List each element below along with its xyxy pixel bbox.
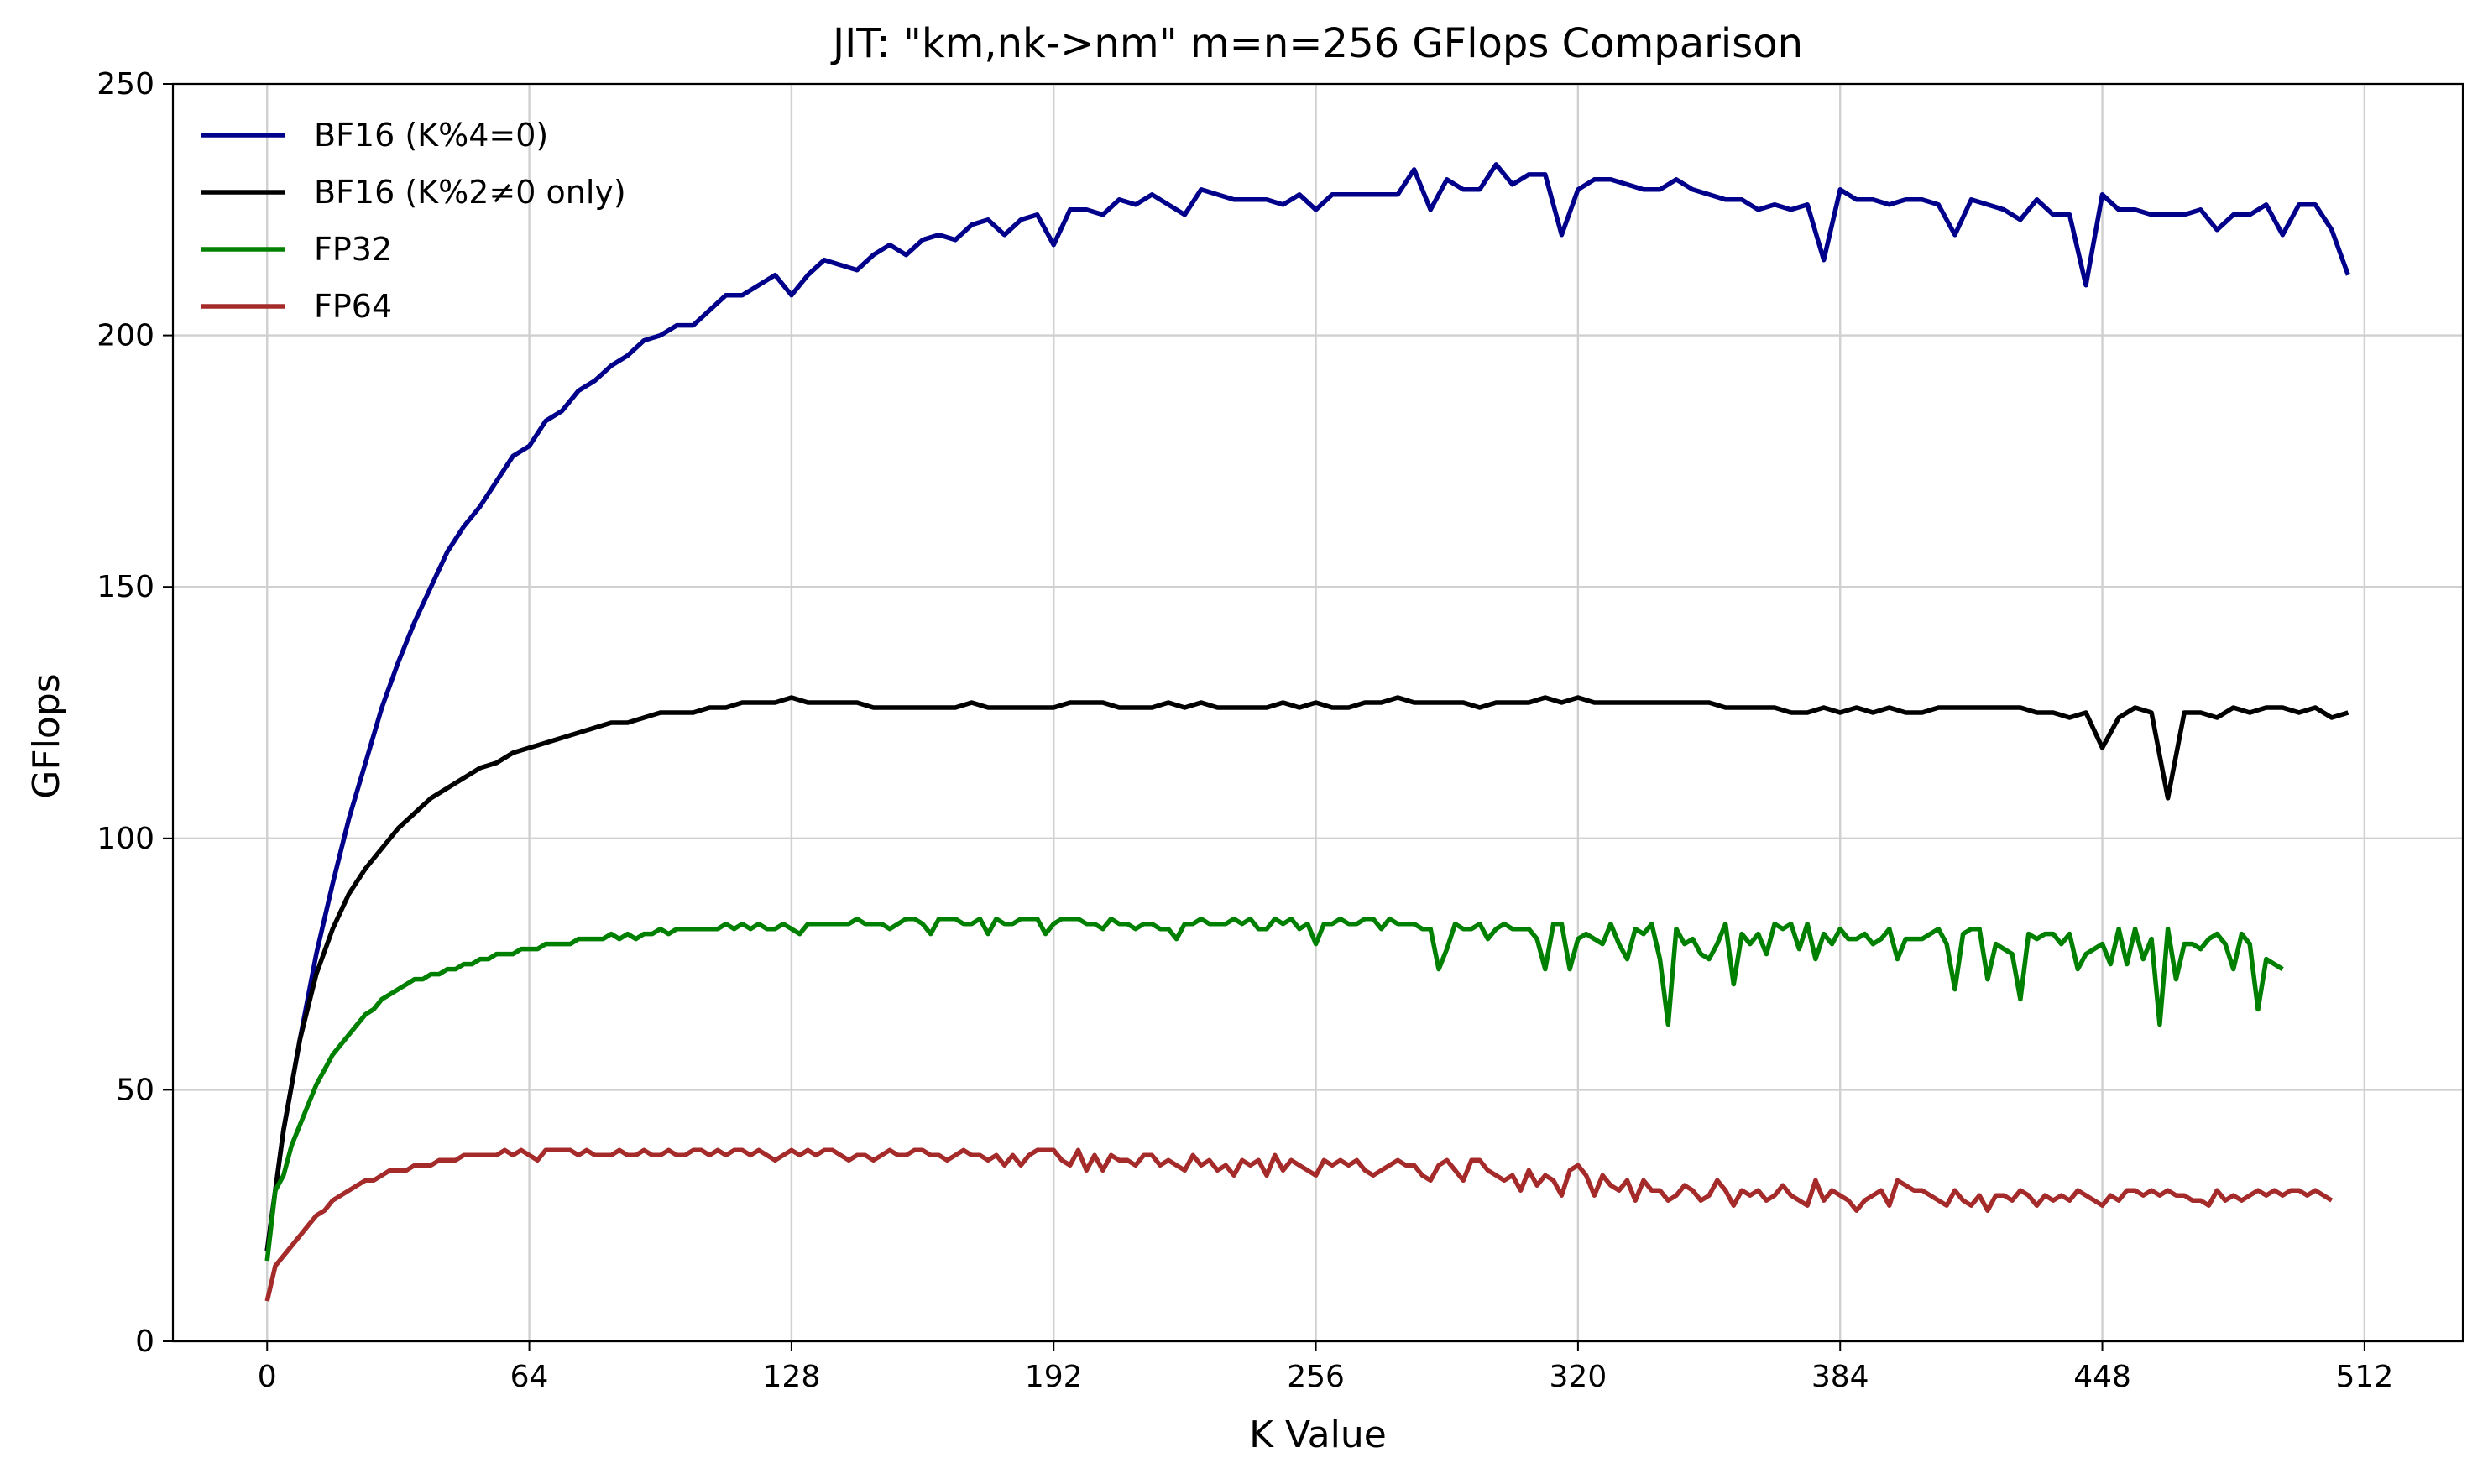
series-lines	[264, 162, 2350, 1302]
x-tick-label: 256	[1287, 1360, 1345, 1394]
plot-frame	[171, 82, 2464, 1343]
x-tick-label: 64	[510, 1360, 549, 1394]
y-tick-label: 200	[97, 319, 154, 353]
legend-label: FP32	[314, 231, 392, 268]
x-tick-label: 512	[2336, 1360, 2394, 1394]
chart-title: JIT: "km,nk->nm" m=n=256 GFlops Comparis…	[830, 20, 1803, 67]
x-tick-label: 384	[1811, 1360, 1869, 1394]
series-line-fp64	[264, 1147, 2334, 1302]
y-tick-label: 50	[116, 1073, 154, 1107]
axis-ticks: 0 64 128 192 256 320 384 448 512 0 50 100 150 200 250	[97, 67, 2393, 1394]
legend-label: BF16 (K%2≠0 only)	[314, 174, 626, 211]
series-line-bf16-k-4-0	[264, 162, 2350, 1251]
y-tick-label: 150	[97, 570, 154, 604]
legend-label: FP64	[314, 288, 392, 325]
x-tick-label: 320	[1550, 1360, 1607, 1394]
series-line-bf16-k-2-0-only	[264, 695, 2349, 1251]
x-tick-label: 448	[2073, 1360, 2131, 1394]
y-tick-label: 0	[135, 1325, 154, 1359]
y-tick-label: 100	[97, 822, 154, 856]
x-tick-label: 128	[763, 1360, 821, 1394]
x-axis-label: K Value	[1249, 1413, 1387, 1456]
y-tick-label: 250	[97, 67, 154, 102]
series-line-fp32	[264, 916, 2284, 1262]
x-tick-label: 0	[258, 1360, 277, 1394]
x-tick-label: 192	[1025, 1360, 1083, 1394]
legend: BF16 (K%4=0) BF16 (K%2≠0 only) FP32 FP64	[201, 117, 626, 325]
legend-label: BF16 (K%4=0)	[314, 117, 548, 154]
y-axis-label: GFlops	[25, 673, 68, 798]
